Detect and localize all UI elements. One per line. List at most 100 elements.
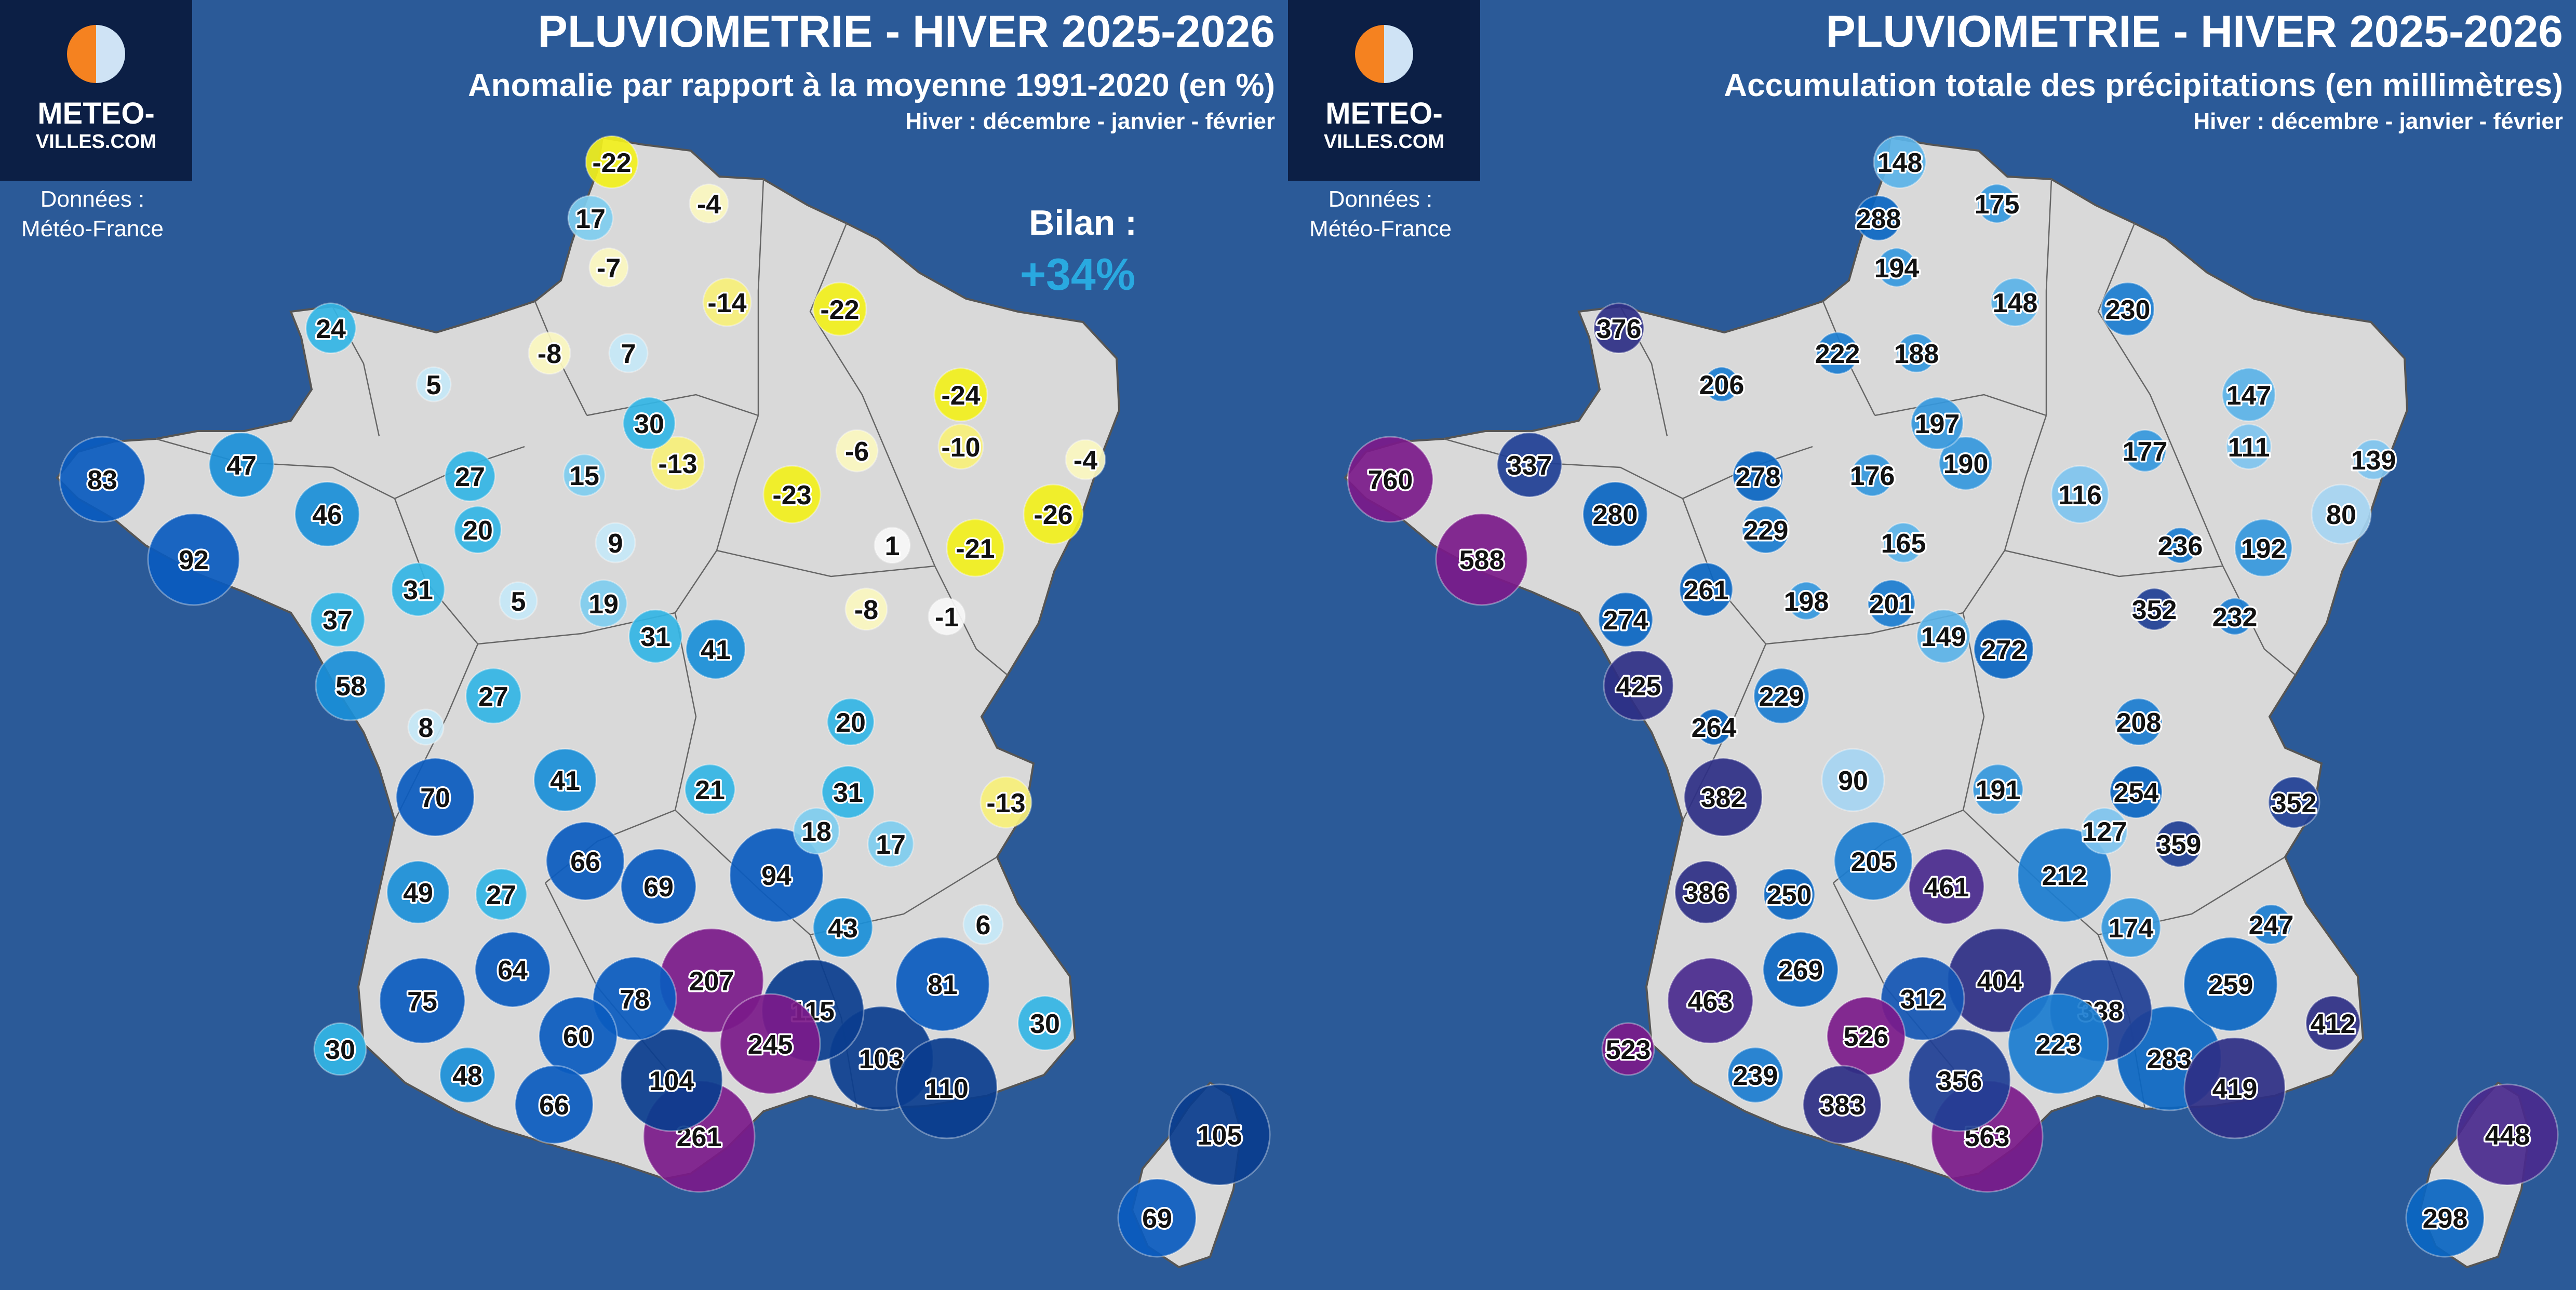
city-bubble	[2225, 423, 2272, 470]
city-bubble	[1802, 1065, 1882, 1145]
city-marker: 20	[826, 697, 875, 746]
city-bubble	[2081, 807, 2128, 855]
city-bubble	[821, 765, 875, 819]
city-value-label: 69	[643, 872, 674, 903]
city-bubble	[2123, 429, 2167, 473]
city-bubble	[1833, 821, 1913, 901]
city-bubble	[1973, 619, 2034, 680]
city-bubble	[2268, 776, 2320, 829]
city-marker: 236	[2156, 527, 2205, 564]
city-bubble	[147, 513, 240, 606]
city-value-label: -22	[592, 148, 631, 178]
city-value-label: 383	[1820, 1091, 1865, 1121]
city-value-label: 24	[316, 314, 346, 344]
city-value-label: 254	[2114, 778, 2159, 808]
city-bubble	[1695, 708, 1733, 746]
region-border	[757, 179, 764, 415]
city-marker: -4	[689, 183, 729, 224]
city-bubble	[315, 650, 386, 721]
city-marker: 27	[465, 667, 522, 724]
city-marker: 212	[2017, 827, 2112, 923]
city-marker: -4	[1065, 439, 1106, 480]
city-bubble	[729, 827, 824, 923]
city-marker: -1	[928, 597, 966, 636]
city-value-label: 177	[2123, 437, 2168, 467]
city-bubble	[2216, 597, 2254, 636]
city-marker: 92	[147, 513, 240, 606]
city-value-label: 148	[1993, 288, 2038, 318]
city-value-label: 404	[1977, 966, 2022, 997]
city-bubble	[793, 807, 840, 855]
city-bubble	[1977, 183, 2017, 224]
city-marker: 208	[2114, 697, 2163, 746]
region-border	[1443, 438, 1683, 500]
city-marker: 461	[1908, 848, 1985, 925]
region-border	[674, 612, 697, 811]
city-marker: 81	[895, 936, 990, 1032]
city-marker: 254	[2109, 765, 2163, 819]
source-label: Données :	[41, 186, 145, 212]
city-bubble	[1732, 450, 1784, 502]
city-bubble	[762, 465, 822, 524]
city-value-label: -23	[772, 480, 811, 510]
city-marker: 232	[2210, 597, 2259, 636]
city-value-label: 58	[336, 671, 366, 702]
city-bubble	[2007, 993, 2109, 1095]
city-marker: 463	[1667, 957, 1754, 1044]
city-value-label: 175	[1975, 190, 2020, 220]
city-bubble	[628, 609, 683, 664]
city-marker: -24	[933, 367, 988, 422]
city-value-label: 41	[550, 766, 580, 796]
city-bubble	[474, 931, 551, 1008]
city-marker: 272	[1973, 619, 2034, 680]
city-value-label: 37	[323, 606, 353, 636]
city-marker: 312	[1880, 956, 1965, 1041]
city-marker: 147	[2221, 367, 2276, 422]
city-marker: 419	[2183, 1037, 2286, 1139]
city-marker: 139	[2349, 439, 2398, 480]
city-bubble	[685, 619, 746, 680]
city-value-label: 66	[570, 847, 600, 877]
logo-text-line1: METEO-	[1325, 97, 1443, 130]
city-value-label: 6	[976, 910, 991, 940]
city-marker: 27	[475, 868, 528, 921]
summary-label: Bilan :	[1029, 203, 1137, 243]
city-marker: 46	[294, 481, 360, 547]
city-marker: -10	[937, 423, 984, 470]
city-bubble	[1593, 302, 1645, 354]
city-marker: 94	[729, 827, 824, 923]
city-value-label: 245	[748, 1030, 793, 1060]
city-value-label: 188	[1894, 339, 1939, 369]
city-bubble	[1816, 331, 1859, 375]
city-value-label: 83	[87, 465, 117, 495]
logo-text-line2: VILLES.COM	[36, 131, 156, 153]
city-bubble	[1850, 453, 1894, 497]
city-bubble	[895, 936, 990, 1032]
city-marker: 127	[2080, 807, 2129, 855]
city-marker: 229	[1741, 505, 1790, 554]
city-bubble	[1435, 513, 1528, 606]
city-marker: 148	[1990, 277, 2040, 327]
source-name: Météo-France	[1309, 216, 1452, 241]
city-value-label: 386	[1684, 878, 1729, 908]
city-marker: 60	[538, 996, 618, 1076]
map-subtitle: Anomalie par rapport à la moyenne 1991-2…	[468, 68, 1275, 103]
city-value-label: 103	[859, 1044, 904, 1074]
city-marker: 245	[719, 993, 821, 1095]
city-marker: 229	[1753, 667, 1810, 724]
city-bubble	[415, 366, 452, 402]
city-bubble	[528, 331, 571, 375]
city-value-label: 278	[1736, 462, 1781, 492]
city-value-label: -13	[658, 449, 697, 479]
city-value-label: 116	[2058, 480, 2102, 510]
city-marker: 78	[592, 956, 677, 1041]
city-value-label: 147	[2226, 381, 2272, 411]
city-value-label: 139	[2351, 446, 2396, 476]
city-marker: 149	[1916, 609, 1971, 664]
city-bubble	[2109, 765, 2163, 819]
city-bubble	[719, 993, 821, 1095]
city-value-label: -14	[707, 288, 746, 318]
city-marker: -26	[1023, 483, 1084, 545]
city-bubble	[1117, 1178, 1197, 1258]
